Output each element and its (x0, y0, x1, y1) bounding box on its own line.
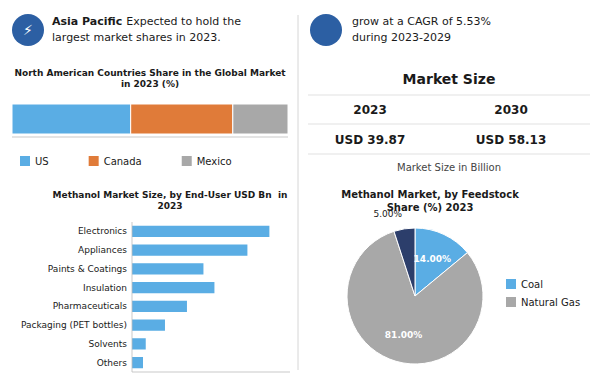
bar (132, 282, 214, 293)
bar (132, 226, 269, 237)
text-line: grow at a CAGR of 5.53% (352, 15, 491, 28)
info-text: grow at a CAGR of 5.53% during 2023-2029 (352, 15, 491, 44)
background (0, 0, 600, 380)
market-size-panel: Market Size 2023 2030 USD 39.87 USD 58.13 Mar… (308, 71, 590, 173)
legend-swatch (506, 297, 516, 307)
legend: US Canada Mexico (20, 156, 232, 167)
legend-swatch (182, 156, 192, 166)
bar (132, 320, 165, 331)
text-line: during 2023-2029 (352, 31, 451, 44)
stacked-bar-chart: North American Countries Share in the Gl… (12, 68, 288, 167)
bar (132, 338, 146, 349)
pie-chart: Methanol Market, by FeedstockShare (%) 2… (341, 189, 580, 364)
text-line: Methanol Market Size, by End-User USD Bn… (53, 190, 288, 200)
tick-label: Others (97, 358, 128, 368)
divider (308, 95, 590, 96)
bar-segment (233, 104, 288, 134)
value-label: USD 58.13 (476, 133, 546, 147)
icon-circle (310, 14, 342, 46)
tick-label: Electronics (78, 226, 127, 236)
info-panels: ⚡ Asia Pacific Expected to hold the largest… (12, 14, 491, 46)
legend-label: US (35, 156, 49, 167)
data-label: 5.00% (373, 209, 402, 219)
bars (132, 226, 269, 369)
chart-title: North American Countries Share in the Gl… (14, 68, 286, 89)
horizontal-bar-chart: Methanol Market Size, by End-User USD Bn… (21, 190, 290, 372)
axis-line (132, 222, 133, 372)
bar-segment (12, 104, 131, 134)
tick-label: Appliances (78, 245, 127, 255)
info-bold: Asia Pacific (52, 15, 122, 28)
icon-circle (12, 14, 44, 46)
info-text: largest market shares in 2023. (52, 31, 221, 44)
text-line: North American Countries Share in the Gl… (14, 68, 286, 78)
axis-line (12, 137, 288, 138)
data-label: 14.00% (414, 254, 452, 264)
chart-title: Methanol Market Size, by End-User USD Bn… (53, 190, 288, 211)
data-label: 81.00% (385, 330, 423, 340)
year-label: 2023 (353, 103, 386, 117)
value-label: USD 39.87 (335, 133, 405, 147)
text-line: Methanol Market, by Feedstock (341, 189, 519, 200)
legend-swatch (20, 156, 30, 166)
panel-title: Market Size (403, 71, 496, 87)
text-line: in 2023 (%) (121, 79, 179, 89)
icon: ⚡ (23, 22, 33, 38)
legend-label: Mexico (197, 156, 232, 167)
legend-swatch (89, 156, 99, 166)
bar (132, 263, 203, 274)
legend: Coal Natural Gas (506, 279, 580, 308)
tick-label: Insulation (83, 283, 127, 293)
bar-segment (131, 104, 233, 134)
bar (132, 357, 143, 368)
pie-slice (394, 228, 415, 296)
bars (12, 104, 288, 134)
bar (132, 245, 247, 256)
legend-label: Natural Gas (521, 297, 580, 308)
separator (298, 15, 299, 370)
tick-label: Packaging (PET bottles) (21, 320, 127, 330)
note: Market Size in Billion (397, 162, 501, 173)
tick-label: Solvents (88, 339, 127, 349)
legend-label: Coal (521, 279, 543, 290)
tick-label: Pharmaceuticals (53, 301, 128, 311)
chart-title: Methanol Market, by FeedstockShare (%) 2… (341, 189, 519, 213)
year-label: 2030 (494, 103, 527, 117)
legend-swatch (506, 279, 516, 289)
tick-label: Paints & Coatings (48, 264, 127, 274)
legend-label: Canada (104, 156, 142, 167)
info-text: Expected to hold the (126, 15, 241, 28)
divider (308, 124, 590, 125)
axis-line (132, 372, 290, 373)
bar (132, 301, 187, 312)
divider (308, 154, 590, 155)
infographic: ⚡ Asia Pacific Expected to hold the largest… (0, 0, 600, 380)
text-line: 2023 (157, 201, 182, 211)
